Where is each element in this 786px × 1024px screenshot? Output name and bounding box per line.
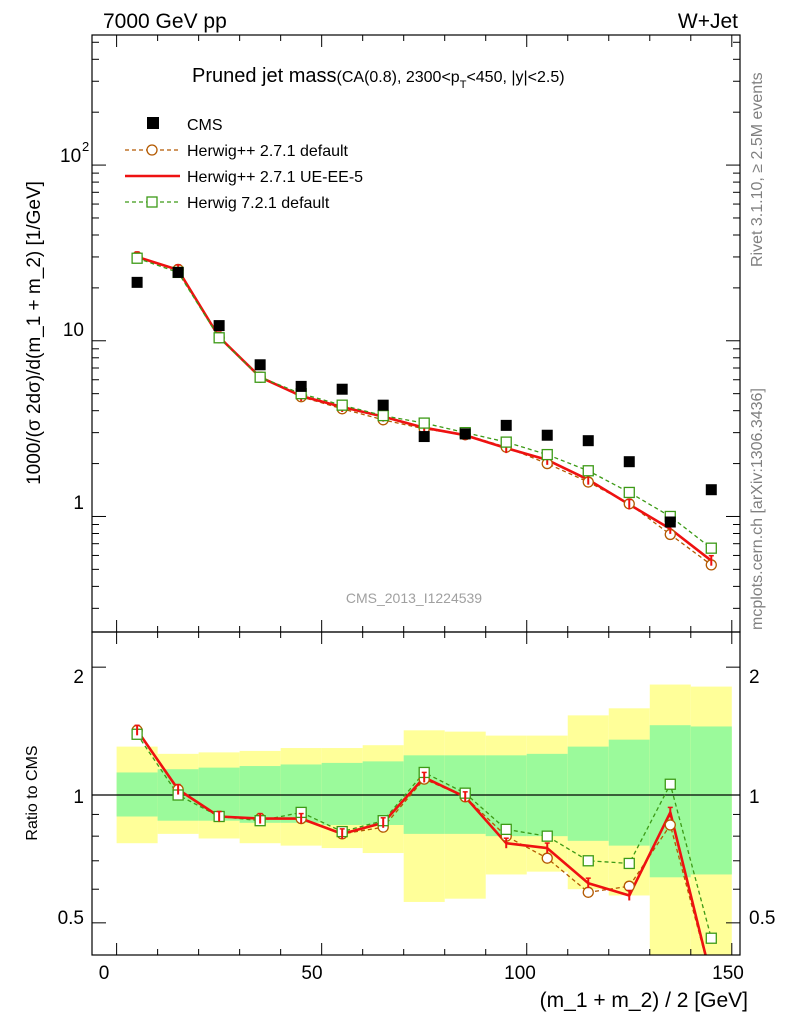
- legend-marker-cms: [147, 117, 159, 129]
- main-point-cms: [541, 429, 553, 441]
- legend-label-herwig-ueee5: Herwig++ 2.7.1 UE-EE-5: [187, 169, 363, 186]
- ratio-frame: [91, 631, 741, 956]
- ytick-label-10: 10: [63, 320, 84, 341]
- main-point-cms: [418, 431, 430, 443]
- xtick-label-50: 50: [301, 963, 322, 984]
- main-point-cms: [131, 276, 143, 288]
- ratio-ytick-right-1: 1: [749, 787, 760, 808]
- ratio-point-herwig-7-2-1-default: [582, 855, 594, 867]
- ytick-label-1: 1: [73, 493, 84, 514]
- ratio-ytick-left-2: 2: [73, 667, 84, 688]
- legend: CMS Herwig++ 2.7.1 default Herwig++ 2.7.…: [125, 117, 363, 212]
- legend-label-herwig-default: Herwig++ 2.7.1 default: [187, 143, 349, 160]
- ratio-ytick-left-0.5: 0.5: [58, 908, 84, 929]
- ratio-band-inner-bin: [649, 725, 691, 878]
- ratio-point-herwig-7-2-1-default: [541, 830, 553, 842]
- main-point-cms: [213, 320, 225, 332]
- ratio-ylabel: Ratio to CMS: [24, 745, 41, 840]
- main-point-cms: [254, 359, 266, 371]
- header-right: W+Jet: [678, 10, 738, 33]
- source-label: mcplots.cern.ch [arXiv:1306.3436]: [749, 388, 766, 630]
- xtick-label-150: 150: [712, 963, 744, 984]
- main-point-herwig-7-2-1-default: [418, 417, 430, 429]
- legend-label-cms: CMS: [187, 117, 223, 134]
- ratio-point-herwig-2-7-1-default: [541, 852, 553, 864]
- ytick-label-100: 10 2: [60, 139, 89, 167]
- xtick-label-100: 100: [504, 963, 536, 984]
- svg-text:10: 10: [60, 146, 81, 167]
- legend-marker-herwig-default: [146, 144, 158, 156]
- main-point-herwig-7-2-1-default: [582, 465, 594, 477]
- main-point-herwig-7-2-1-default: [131, 252, 143, 264]
- main-line-herwig-2-7-1-ue-ee-5: [136, 255, 713, 562]
- ratio-band-inner-bin: [321, 762, 363, 825]
- ratio-point-herwig-7-2-1-default: [500, 823, 512, 836]
- rivet-label: Rivet 3.1.10, ≥ 2.5M events: [749, 72, 766, 267]
- ratio-band-inner-bin: [608, 739, 650, 846]
- legend-label-herwig7: Herwig 7.2.1 default: [187, 195, 330, 212]
- ratio-point-herwig-7-2-1-default: [623, 857, 635, 870]
- ratio-band-inner-bin: [362, 761, 404, 825]
- main-line-herwig-2-7-1-default: [136, 256, 712, 566]
- ratio-panel: 0.5 1 2 0.5 1 2 Ratio to CMS 0 50 100 15…: [24, 631, 775, 1012]
- ratio-point-herwig-2-7-1-default: [664, 819, 676, 831]
- main-point-cms: [295, 380, 307, 392]
- ratio-ytick-right-2: 2: [749, 667, 760, 688]
- svg-text:2: 2: [82, 139, 89, 154]
- main-point-cms: [705, 484, 717, 496]
- main-point-herwig-7-2-1-default: [541, 448, 553, 461]
- ratio-point-herwig-7-2-1-default: [664, 778, 676, 790]
- ratio-point-herwig-7-2-1-default: [705, 932, 717, 944]
- main-point-cms: [582, 435, 594, 447]
- main-point-cms: [459, 428, 471, 440]
- ratio-band-inner-bin: [567, 746, 609, 841]
- analysis-watermark: CMS_2013_I1224539: [346, 590, 482, 606]
- plot-title: Pruned jet mass(CA(0.8), 2300<pT<450, |y…: [192, 65, 565, 91]
- ratio-ytick-left-1: 1: [73, 787, 84, 808]
- main-ylabel: 1000/(σ 2dσ)/d(m_1 + m_2) [1/GeV]: [24, 181, 45, 485]
- legend-marker-herwig7: [146, 196, 158, 208]
- ratio-band-inner-bin: [690, 726, 732, 875]
- main-point-herwig-7-2-1-default: [500, 436, 512, 448]
- main-point-herwig-7-2-1-default: [254, 371, 266, 383]
- main-point-cms: [500, 419, 512, 431]
- main-point-cms: [623, 456, 635, 468]
- main-point-herwig-7-2-1-default: [705, 542, 717, 554]
- header-left: 7000 GeV pp: [103, 10, 227, 33]
- main-point-cms: [172, 266, 184, 278]
- ratio-ytick-right-0.5: 0.5: [749, 908, 775, 929]
- main-panel: 1 10 10 2 1000/(σ 2dσ)/d(m_1 + m_2) [1/G…: [24, 34, 741, 633]
- main-point-cms: [664, 516, 676, 528]
- main-point-cms: [377, 399, 389, 411]
- ratio-point-herwig-2-7-1-default: [623, 880, 635, 892]
- x-axis-label: (m_1 + m_2) / 2 [GeV]: [540, 989, 748, 1012]
- main-point-herwig-7-2-1-default: [213, 332, 225, 344]
- main-point-herwig-7-2-1-default: [623, 486, 635, 499]
- main-point-cms: [336, 383, 348, 395]
- main-point-herwig-7-2-1-default: [336, 399, 348, 411]
- main-point-herwig-7-2-1-default: [377, 409, 389, 422]
- xtick-label-0: 0: [99, 963, 110, 984]
- ratio-point-herwig-2-7-1-default: [582, 886, 594, 898]
